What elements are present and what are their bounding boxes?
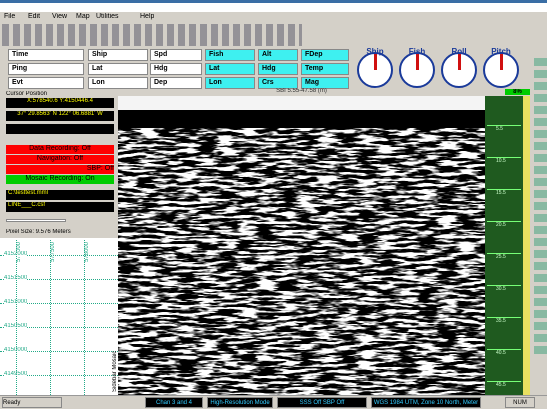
map-grid-line [50, 240, 51, 395]
map-grid-line [16, 240, 17, 395]
file-name: LINE___C.csf [6, 202, 114, 212]
depth-label: 10.5 [496, 158, 506, 164]
depth-label: 15.5 [496, 190, 506, 196]
slider[interactable] [6, 219, 66, 222]
gauge-label: Pitch [483, 47, 519, 56]
status-field: Time [8, 49, 84, 61]
depth-label: 25.5 [496, 254, 506, 260]
gauge-value: 0.0° [441, 72, 477, 78]
menu-item[interactable]: Edit [28, 13, 40, 20]
recording-status: Data Recording: Off [6, 145, 114, 154]
status-field: Lat [88, 63, 148, 75]
pixel-size: Pixel Size: 9.576 Meters [6, 229, 71, 235]
status-field: Alt [258, 49, 298, 61]
scrollbar[interactable] [523, 96, 530, 395]
ruler-line [487, 125, 521, 126]
blank-box [6, 124, 114, 134]
gauge-value: 0.0° [483, 72, 519, 78]
status-pane: High-Resolution Mode [207, 397, 273, 408]
depth-label: 35.5 [496, 318, 506, 324]
recording-status: Mosaic Recording: On [6, 175, 114, 184]
status-pane: WGS 1984 UTM, Zone 10 North, Meter [371, 397, 481, 408]
cursor-xy: X:578540.6 Y:4150446.4 [6, 98, 114, 108]
cursor-latlon: 37° 29.8563' N 122° 06.6881' W [6, 111, 114, 121]
range-label: SBI 5.55-47.58 (m) [118, 88, 485, 94]
status-pane: NUM [505, 397, 535, 408]
status-field: FDep [301, 49, 349, 61]
map-side-label: Sidebar Mosaic [112, 351, 118, 392]
side-toolbar[interactable] [534, 58, 547, 358]
status-field: Hdg [150, 63, 202, 75]
panel-title: Cursor Position [6, 91, 47, 97]
status-field: Lat [205, 63, 255, 75]
gauge-label: Roll [441, 47, 477, 56]
app-window: (() => { const data = JSON.parse(documen… [0, 0, 547, 409]
depth-label: 45.5 [496, 382, 506, 388]
title-bar [0, 0, 547, 12]
menu-item[interactable]: File [4, 13, 15, 20]
depth-label: 40.5 [496, 350, 506, 356]
menu-item[interactable]: Map [76, 13, 90, 20]
status-pane: Ready [2, 397, 62, 408]
status-field: Fish [205, 49, 255, 61]
gauge-value: 000° [399, 72, 435, 78]
map-grid-line [84, 240, 85, 395]
gauge-value: 000° [357, 72, 393, 78]
status-pane: SSS Off SBP Off [277, 397, 367, 408]
gauge-needle [500, 54, 503, 70]
gauge-needle [458, 54, 461, 70]
depth-label: 30.5 [496, 286, 506, 292]
gauge-label: Ship [357, 47, 393, 56]
toolbar[interactable] [2, 24, 302, 46]
gauge-label: Fish [399, 47, 435, 56]
file-name: C:\testtest.mml [6, 190, 114, 200]
depth-label: 20.5 [496, 222, 506, 228]
recording-status: SBP: Off [6, 165, 114, 174]
menu-item[interactable]: Help [140, 13, 154, 20]
status-pane: Chan 3 and 4 [145, 397, 203, 408]
status-field: Temp [301, 63, 349, 75]
status-field: Hdg [258, 63, 298, 75]
gauge-needle [416, 54, 419, 70]
gauge-needle [374, 54, 377, 70]
status-field: Ping [8, 63, 84, 75]
status-field: Evt [8, 77, 84, 89]
menu-item[interactable]: View [52, 13, 67, 20]
recording-status: Navigation: Off [6, 155, 114, 164]
status-field: Ship [88, 49, 148, 61]
depth-label: 5.5 [496, 126, 503, 132]
status-field: Spd [150, 49, 202, 61]
menu-item[interactable]: Utilities [96, 13, 119, 20]
sonar-view [118, 96, 485, 395]
percent-label: 8% [505, 89, 530, 95]
